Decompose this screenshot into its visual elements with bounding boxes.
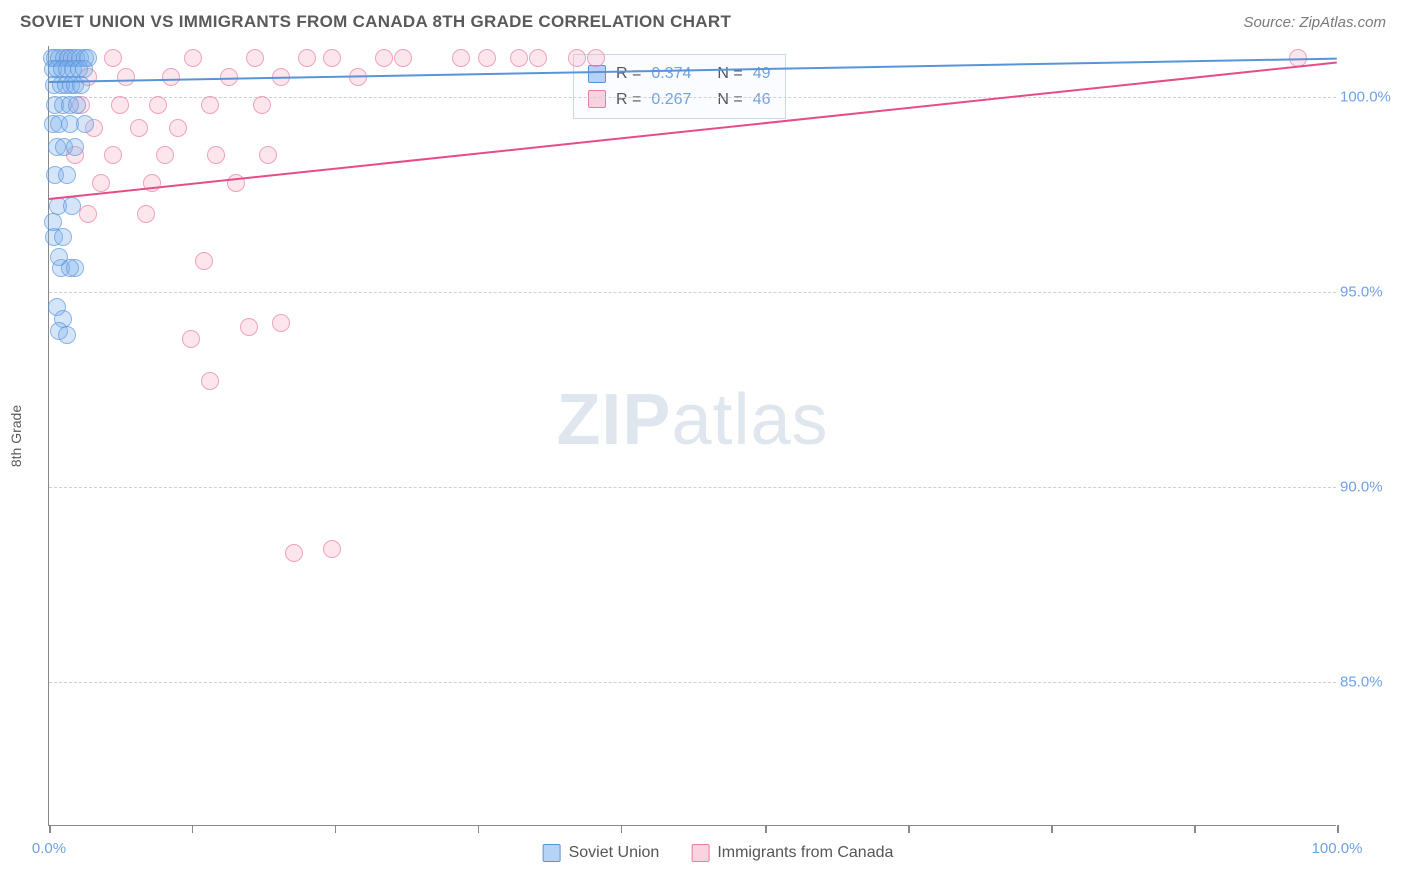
x-tick-label: 100.0%: [1312, 840, 1363, 857]
scatter-point: [137, 205, 155, 223]
scatter-point: [253, 96, 271, 114]
legend-swatch: [543, 844, 561, 862]
plot-region: ZIPatlas R =0.374N =49R =0.267N =46 85.0…: [48, 46, 1336, 826]
scatter-point: [587, 49, 605, 67]
scatter-point: [184, 49, 202, 67]
scatter-point: [66, 138, 84, 156]
scatter-point: [92, 174, 110, 192]
x-tick: [335, 825, 337, 833]
x-tick: [1051, 825, 1053, 833]
stats-r-label: R =: [616, 61, 641, 87]
legend-label: Soviet Union: [569, 844, 660, 862]
stats-swatch: [588, 90, 606, 108]
y-axis-label: 8th Grade: [8, 405, 24, 467]
watermark-zip: ZIP: [556, 380, 671, 460]
scatter-point: [529, 49, 547, 67]
chart-header: SOVIET UNION VS IMMIGRANTS FROM CANADA 8…: [0, 0, 1406, 40]
stats-n-value: 49: [753, 61, 771, 87]
scatter-point: [195, 252, 213, 270]
stats-n-label: N =: [717, 61, 742, 87]
x-tick: [49, 825, 51, 833]
scatter-point: [298, 49, 316, 67]
scatter-point: [323, 540, 341, 558]
watermark: ZIPatlas: [556, 379, 828, 461]
legend-swatch: [691, 844, 709, 862]
scatter-point: [568, 49, 586, 67]
stats-row: R = 0.267 N = 46: [588, 87, 771, 113]
gridline: [49, 487, 1336, 488]
scatter-point: [201, 96, 219, 114]
x-tick: [192, 825, 194, 833]
legend-item: Immigrants from Canada: [691, 844, 893, 862]
chart-source: Source: ZipAtlas.com: [1243, 14, 1386, 31]
scatter-point: [394, 49, 412, 67]
stats-n-label: N =: [717, 87, 742, 113]
legend: Soviet Union Immigrants from Canada: [543, 844, 894, 862]
scatter-point: [63, 197, 81, 215]
legend-label: Immigrants from Canada: [717, 844, 893, 862]
scatter-point: [323, 49, 341, 67]
stats-r-label: R =: [616, 87, 641, 113]
scatter-point: [72, 76, 90, 94]
stats-box: R = 0.374 N = 49 R = 0.267 N = 46: [573, 54, 786, 119]
stats-n-value: 46: [753, 87, 771, 113]
scatter-point: [285, 544, 303, 562]
scatter-point: [149, 96, 167, 114]
scatter-point: [227, 174, 245, 192]
scatter-point: [79, 205, 97, 223]
x-tick: [1194, 825, 1196, 833]
scatter-point: [478, 49, 496, 67]
y-tick-label: 90.0%: [1340, 478, 1392, 495]
scatter-point: [117, 68, 135, 86]
scatter-point: [130, 119, 148, 137]
legend-item: Soviet Union: [543, 844, 660, 862]
watermark-atlas: atlas: [671, 380, 828, 460]
y-tick-label: 85.0%: [1340, 673, 1392, 690]
x-tick: [765, 825, 767, 833]
scatter-point: [61, 259, 79, 277]
scatter-point: [104, 146, 122, 164]
gridline: [49, 682, 1336, 683]
chart-title: SOVIET UNION VS IMMIGRANTS FROM CANADA 8…: [20, 12, 731, 32]
gridline: [49, 97, 1336, 98]
stats-r-value: 0.267: [651, 87, 691, 113]
scatter-point: [452, 49, 470, 67]
scatter-point: [240, 318, 258, 336]
scatter-point: [201, 372, 219, 390]
scatter-point: [207, 146, 225, 164]
stats-r-value: 0.374: [651, 61, 691, 87]
x-tick-label: 0.0%: [32, 840, 66, 857]
stats-swatch: [588, 65, 606, 83]
x-tick: [908, 825, 910, 833]
scatter-point: [162, 68, 180, 86]
scatter-point: [169, 119, 187, 137]
scatter-point: [375, 49, 393, 67]
scatter-point: [272, 314, 290, 332]
scatter-point: [68, 96, 86, 114]
x-tick: [478, 825, 480, 833]
scatter-point: [156, 146, 174, 164]
scatter-point: [76, 115, 94, 133]
scatter-point: [58, 326, 76, 344]
scatter-point: [510, 49, 528, 67]
x-tick: [621, 825, 623, 833]
scatter-point: [111, 96, 129, 114]
scatter-point: [54, 228, 72, 246]
scatter-point: [246, 49, 264, 67]
stats-row: R = 0.374 N = 49: [588, 61, 771, 87]
gridline: [49, 292, 1336, 293]
scatter-point: [182, 330, 200, 348]
chart-area: 8th Grade ZIPatlas R =0.374N =49R =0.267…: [48, 46, 1388, 826]
scatter-point: [104, 49, 122, 67]
y-tick-label: 95.0%: [1340, 283, 1392, 300]
scatter-point: [44, 213, 62, 231]
y-tick-label: 100.0%: [1340, 88, 1392, 105]
scatter-point: [259, 146, 277, 164]
x-tick: [1337, 825, 1339, 833]
scatter-point: [58, 166, 76, 184]
